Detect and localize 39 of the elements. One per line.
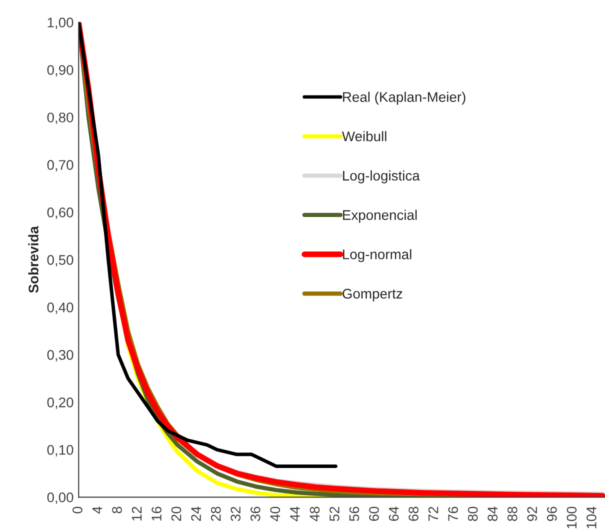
x-tick-label: 8 (112, 506, 122, 514)
x-tick-label: 92 (527, 506, 538, 521)
x-tick-label: 28 (210, 506, 221, 521)
x-tick-label: 0 (72, 506, 82, 514)
y-tick-label: 0,00 (47, 492, 74, 504)
y-axis-title: Sobrevida (28, 226, 38, 293)
x-tick-label: 52 (330, 506, 340, 522)
y-tick-label: 0,90 (47, 65, 74, 77)
y-tick-label: 0,20 (47, 398, 74, 409)
x-tick-label: 4 (92, 506, 102, 514)
y-tick-label: 1,00 (48, 18, 74, 30)
x-tick-label: 56 (349, 506, 360, 522)
x-tick-label: 100 (566, 506, 577, 528)
x-tick-label: 64 (388, 506, 399, 521)
y-tick-label: 0,70 (47, 160, 74, 172)
x-tick-label: 32 (230, 506, 241, 522)
x-tick-label: 24 (191, 506, 201, 521)
x-tick-label: 80 (468, 506, 478, 522)
x-tick-label: 84 (488, 506, 498, 522)
x-tick-label: 40 (270, 506, 280, 522)
x-tick-label: 96 (547, 506, 557, 521)
x-tick-label: 48 (310, 506, 320, 522)
x-tick-label: 72 (428, 506, 438, 521)
y-tick-label: 0,80 (47, 112, 74, 124)
x-tick-label: 16 (152, 506, 162, 521)
x-tick-label: 44 (290, 506, 300, 522)
x-tick-label: 76 (448, 506, 458, 521)
x-tick-label: 88 (507, 506, 518, 522)
y-tick-label: 0,60 (47, 208, 74, 220)
x-tick-label: 36 (250, 506, 260, 522)
y-tick-label: 0,50 (47, 255, 74, 267)
x-tick-label: 60 (369, 506, 379, 521)
x-tick-label: 104 (586, 506, 596, 528)
x-tick-label: 20 (171, 506, 182, 521)
y-tick-label: 0,30 (47, 350, 74, 362)
x-tick-label: 68 (408, 506, 418, 521)
x-tick-label: 12 (132, 506, 142, 521)
y-tick-label: 0,10 (47, 444, 74, 456)
y-tick-label: 0,40 (47, 302, 74, 314)
